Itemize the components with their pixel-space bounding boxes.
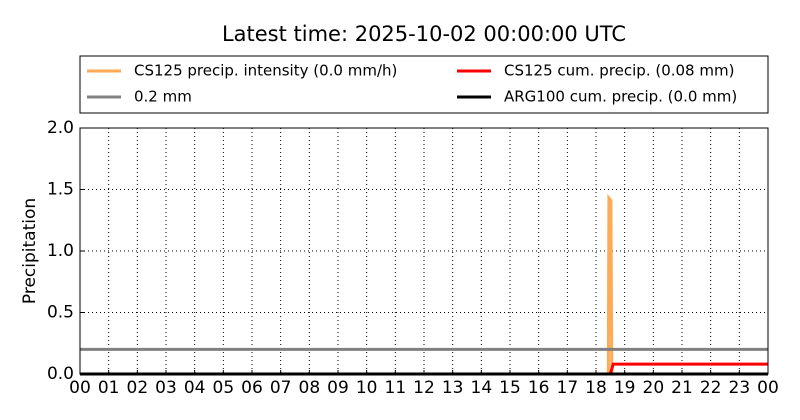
x-tick-label: 06: [241, 378, 263, 398]
chart-title: Latest time: 2025-10-02 00:00:00 UTC: [222, 22, 626, 46]
x-tick-label: 21: [671, 378, 693, 398]
x-tick-label: 04: [184, 378, 206, 398]
plot-frame: [79, 127, 769, 375]
x-tick-label: 20: [643, 378, 665, 398]
x-tick-label: 14: [471, 378, 493, 398]
y-axis-label: Precipitation: [20, 198, 40, 304]
x-tick-label: 19: [614, 378, 636, 398]
x-tick-label: 12: [413, 378, 435, 398]
x-tick-label: 00: [69, 378, 91, 398]
x-tick-label: 08: [299, 378, 321, 398]
legend-label: CS125 cum. precip. (0.08 mm): [504, 62, 734, 80]
x-tick-label: 22: [700, 378, 722, 398]
x-tick-label: 11: [385, 378, 407, 398]
x-tick-label: 05: [213, 378, 235, 398]
legend-label: 0.2 mm: [134, 88, 192, 106]
y-tick-label: 0.0: [47, 364, 74, 384]
x-tick-label: 07: [270, 378, 292, 398]
legend-box: [79, 55, 769, 114]
x-tick-label: 01: [98, 378, 120, 398]
legend-label: CS125 precip. intensity (0.0 mm/h): [134, 62, 397, 80]
x-tick-label: 17: [557, 378, 579, 398]
x-tick-label: 15: [499, 378, 521, 398]
y-tick-label: 1.5: [47, 180, 74, 200]
x-tick-label: 18: [585, 378, 607, 398]
x-tick-label: 09: [327, 378, 349, 398]
y-tick-label: 0.5: [47, 303, 74, 323]
legend-label: ARG100 cum. precip. (0.0 mm): [504, 88, 737, 106]
x-tick-label: 00: [757, 378, 779, 398]
x-tick-label: 10: [356, 378, 378, 398]
y-tick-label: 1.0: [47, 241, 74, 261]
x-tick-label: 02: [127, 378, 149, 398]
x-tick-label: 23: [729, 378, 751, 398]
x-tick-label: 16: [528, 378, 550, 398]
x-tick-label: 13: [442, 378, 464, 398]
y-tick-label: 2.0: [47, 118, 74, 138]
x-tick-label: 03: [155, 378, 177, 398]
